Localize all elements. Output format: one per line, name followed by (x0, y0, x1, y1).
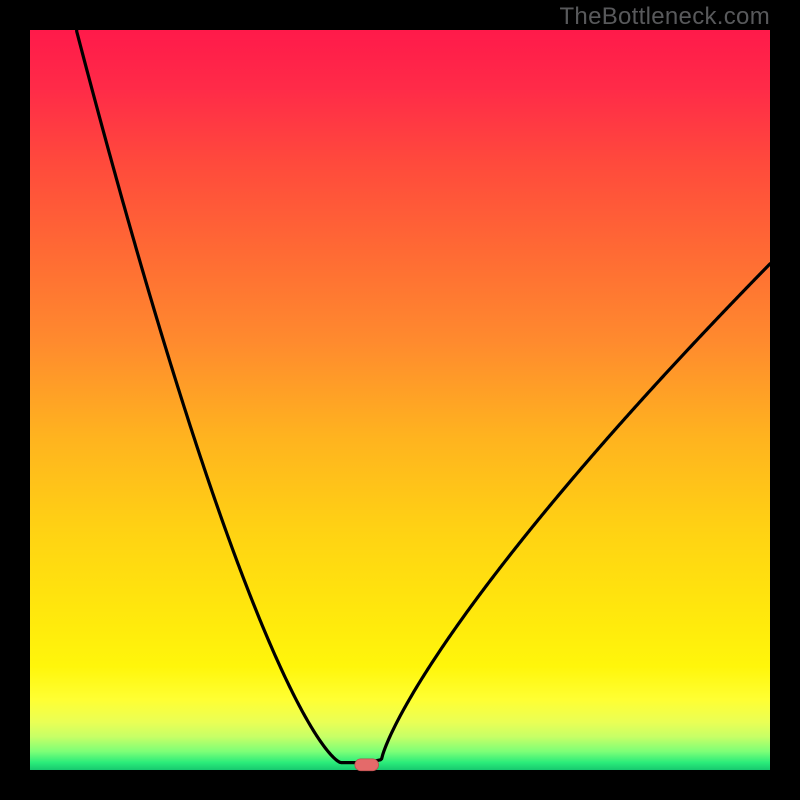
watermark-text: TheBottleneck.com (559, 3, 770, 31)
chart-stage: TheBottleneck.com (0, 0, 800, 800)
optimal-marker (355, 759, 379, 771)
gradient-background (30, 30, 770, 770)
bottleneck-chart (0, 0, 800, 800)
